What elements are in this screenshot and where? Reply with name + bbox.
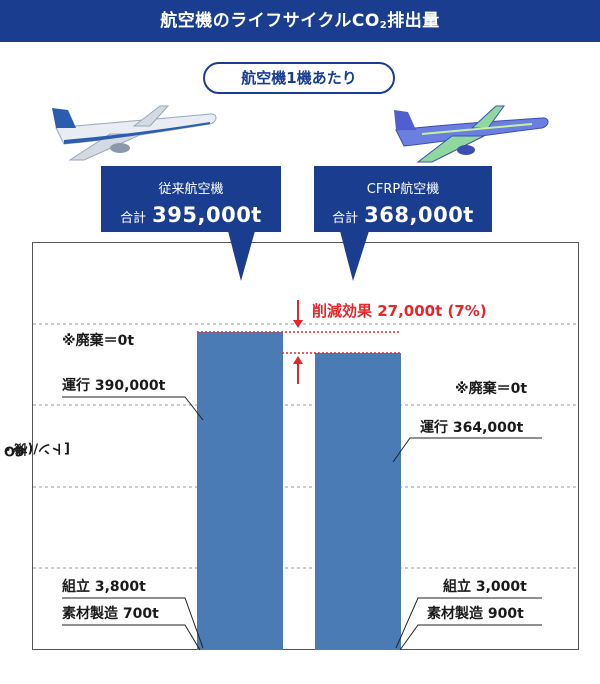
- callout-total: 合計 395,000t: [101, 203, 281, 227]
- callout-cfrp: CFRP航空機 合計 368,000t: [314, 166, 492, 232]
- left-assembly-label: 組立 3,800t: [62, 579, 146, 595]
- left-material-label: 素材製造 700t: [62, 606, 159, 622]
- airplane-icon: [52, 105, 217, 161]
- leader-left-operation: [62, 396, 204, 421]
- bar-conventional: [197, 332, 283, 650]
- right-disposal-label: ※廃棄＝0t: [455, 381, 528, 397]
- callout-pointer-conventional: [228, 231, 255, 281]
- ylabel-tail: [トン/(機・10年)]: [0, 440, 70, 456]
- callout-pointer-cfrp: [340, 231, 369, 281]
- bar-cfrp: [315, 353, 401, 650]
- left-disposal-label: ※廃棄＝0t: [62, 333, 135, 349]
- callout-total: 合計 368,000t: [314, 203, 492, 227]
- right-material-label: 素材製造 900t: [427, 606, 524, 622]
- leader-left-material: [62, 624, 201, 651]
- reduction-effect-label: 削減効果 27,000t (7%): [312, 302, 487, 320]
- reduction-arrow-up-head: [293, 356, 303, 364]
- y-axis-label: CO2[トン/(機・10年)]: [0, 350, 70, 550]
- total-prefix: 合計: [120, 211, 147, 226]
- leader-right-assembly: [395, 597, 542, 649]
- page-title: 航空機のライフサイクルCO2排出量: [0, 0, 600, 42]
- airplane-icon: [394, 105, 549, 163]
- leader-left-assembly: [62, 597, 204, 649]
- leader-right-operation: [392, 437, 542, 463]
- right-operation-label: 運行 364,000t: [420, 420, 524, 436]
- per-unit-badge: 航空機1機あたり: [203, 62, 395, 94]
- callout-name: CFRP航空機: [366, 182, 440, 197]
- callout-name: 従来航空機: [158, 182, 224, 197]
- reduction-arrow-down-head: [293, 320, 303, 328]
- chart-frame: [32, 242, 579, 650]
- left-operation-label: 運行 390,000t: [62, 378, 166, 394]
- total-value: 368,000t: [364, 203, 474, 227]
- callout-conventional: 従来航空機 合計 395,000t: [101, 166, 281, 232]
- total-value: 395,000t: [152, 203, 262, 227]
- right-assembly-label: 組立 3,000t: [443, 579, 527, 595]
- total-prefix: 合計: [332, 211, 359, 226]
- title-sub: 2: [379, 20, 388, 31]
- leader-right-material: [399, 624, 542, 651]
- title-tail: 排出量: [387, 11, 440, 31]
- title-main: 航空機のライフサイクルCO: [160, 11, 380, 31]
